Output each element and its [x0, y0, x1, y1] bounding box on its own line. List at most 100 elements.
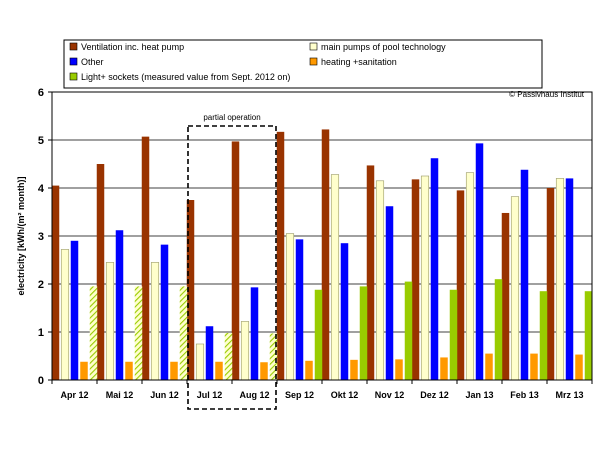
bar-1-nov-12	[366, 165, 375, 380]
legend-swatch	[69, 42, 78, 51]
plot-frame	[51, 91, 593, 381]
bar-1-mrz-13	[546, 188, 555, 380]
legend-box	[63, 39, 543, 89]
bar-5-dez-12	[449, 289, 458, 380]
legend: Ventilation inc. heat pump main pumps of …	[69, 42, 446, 82]
legend-label: Ventilation inc. heat pump	[81, 42, 184, 52]
bar-3-okt-12	[340, 243, 349, 380]
bar-1-okt-12	[321, 129, 330, 380]
legend-swatch	[69, 57, 78, 66]
bar-1-feb-13	[501, 212, 510, 380]
bar-2-mrz-13	[555, 178, 565, 381]
y-tick-label: 4	[38, 183, 45, 195]
bar-4-nov-12	[395, 359, 403, 380]
bar-1-dez-12	[411, 179, 420, 380]
bar-1-jun-12	[141, 136, 150, 380]
y-tick-label: 1	[38, 327, 44, 339]
bar-5-okt-12	[359, 286, 368, 380]
bar-3-jan-13	[475, 143, 484, 380]
y-tick-label: 3	[38, 231, 44, 243]
y-axis-label: electricity [kWh/(m² month)]	[16, 176, 26, 295]
x-tick-label: Dez 12	[420, 390, 449, 400]
bar-4-jul-12	[215, 361, 223, 380]
bar-4-sep-12	[305, 360, 313, 380]
bar-4-mrz-13	[575, 354, 583, 380]
bar-3-aug-12	[250, 287, 259, 380]
bar-5-apr-12	[89, 286, 98, 380]
bar-3-feb-13	[520, 169, 529, 380]
y-tick-labels: 0 1 2 3 4 5 6	[38, 87, 45, 387]
y-tick-label: 2	[38, 279, 44, 291]
bar-5-jan-13	[494, 279, 503, 380]
bar-2-apr-12	[60, 249, 70, 381]
partial-operation-label: partial operation	[203, 113, 260, 122]
bar-1-jul-12	[186, 200, 195, 380]
x-tick-label: Feb 13	[510, 390, 539, 400]
legend-label: heating +sanitation	[321, 57, 397, 67]
bar-4-jun-12	[170, 361, 178, 380]
bar-5-nov-12	[404, 281, 413, 380]
bar-2-nov-12	[375, 180, 385, 381]
legend-label: Other	[81, 57, 104, 67]
x-tick-label: Aug 12	[239, 390, 269, 400]
x-tick-label: Apr 12	[60, 390, 88, 400]
legend-swatch	[309, 57, 318, 66]
x-tick-label: Sep 12	[285, 390, 314, 400]
y-tick-label: 6	[38, 87, 44, 99]
x-tick-label: Jul 12	[197, 390, 223, 400]
bar-2-jan-13	[465, 172, 475, 381]
bars	[51, 129, 593, 381]
bar-5-mrz-13	[584, 291, 593, 380]
bar-5-jul-12	[224, 332, 233, 380]
bar-2-sep-12	[285, 233, 295, 381]
x-tick-label: Nov 12	[375, 390, 405, 400]
bar-2-dez-12	[420, 175, 430, 381]
bar-1-jan-13	[456, 190, 465, 380]
bar-1-sep-12	[276, 131, 285, 380]
bar-4-jan-13	[485, 353, 493, 380]
bar-3-sep-12	[295, 239, 304, 380]
bar-2-feb-13	[510, 196, 520, 381]
bar-5-jun-12	[179, 286, 188, 380]
y-tick-label: 5	[38, 135, 44, 147]
bar-4-aug-12	[260, 362, 268, 380]
y-tick-label: 0	[38, 375, 44, 387]
bar-1-apr-12	[51, 185, 60, 380]
bar-3-dez-12	[430, 158, 439, 380]
bar-1-aug-12	[231, 141, 240, 380]
legend-label: Light+ sockets (measured value from Sept…	[81, 72, 290, 82]
copyright-text: © Passivhaus Institut	[509, 90, 585, 99]
x-tick-label: Okt 12	[331, 390, 359, 400]
bar-5-sep-12	[314, 289, 323, 380]
bar-2-jun-12	[150, 262, 160, 381]
bar-3-mai-12	[115, 230, 124, 380]
bar-4-apr-12	[80, 361, 88, 380]
bar-3-jul-12	[205, 326, 214, 380]
bar-2-okt-12	[330, 174, 340, 381]
legend-swatch	[309, 42, 318, 51]
x-tick-label: Mrz 13	[555, 390, 583, 400]
legend-swatch	[69, 72, 78, 81]
bar-4-mai-12	[125, 361, 133, 380]
bar-5-mai-12	[134, 286, 143, 380]
bar-2-mai-12	[105, 262, 115, 381]
x-tick-labels: Apr 12 Mai 12 Jun 12 Jul 12 Aug 12 Sep 12 Okt …	[60, 390, 583, 400]
bar-5-feb-13	[539, 291, 548, 380]
bar-3-nov-12	[385, 206, 394, 380]
x-tick-label: Jan 13	[465, 390, 493, 400]
x-tick-label: Jun 12	[150, 390, 179, 400]
bar-4-feb-13	[530, 353, 538, 380]
bar-4-okt-12	[350, 359, 358, 380]
bar-3-mrz-13	[565, 178, 574, 380]
bar-3-apr-12	[70, 240, 79, 380]
bar-4-dez-12	[440, 357, 448, 380]
bar-1-mai-12	[96, 164, 105, 380]
bar-2-jul-12	[195, 343, 205, 381]
legend-label: main pumps of pool technology	[321, 42, 446, 52]
bar-3-jun-12	[160, 244, 169, 380]
x-tick-label: Mai 12	[106, 390, 134, 400]
partial-operation-box	[187, 125, 277, 410]
bar-2-aug-12	[240, 321, 250, 381]
bar-5-aug-12	[269, 333, 278, 380]
